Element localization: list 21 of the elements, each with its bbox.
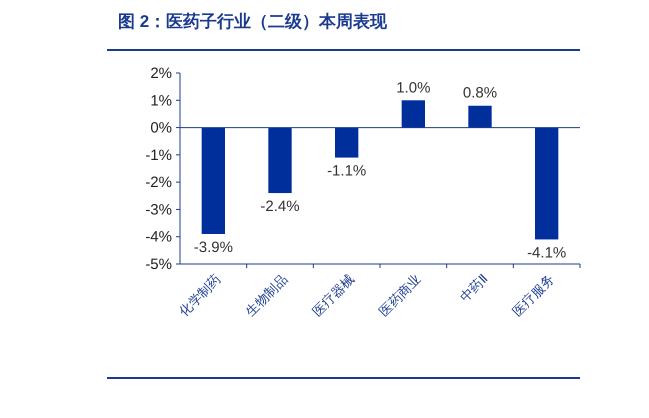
ytick: -1% <box>145 146 172 164</box>
data-label: -4.1% <box>527 244 566 262</box>
xtick: 医疗服务 <box>509 272 557 319</box>
title: 图 2：医药子行业（二级）本周表现 <box>118 12 388 31</box>
ytick: 0% <box>150 120 172 137</box>
xtick: 化学制药 <box>176 272 224 319</box>
ytick: -2% <box>145 174 172 192</box>
data-label: -2.4% <box>260 198 300 216</box>
ytick: -4% <box>145 228 172 246</box>
data-label: 0.8% <box>462 84 498 102</box>
data-label: -1.1% <box>327 162 366 180</box>
data-label: -3.9% <box>194 238 233 256</box>
ytick: -5% <box>145 256 172 273</box>
xtick: 医疗器械 <box>309 272 357 319</box>
data-label: 1.0% <box>396 79 430 96</box>
xtick: 医药商业 <box>376 272 424 319</box>
ytick: -3% <box>145 201 172 218</box>
xtick: 中药Ⅱ <box>456 272 490 305</box>
ytick: 2% <box>150 65 172 82</box>
xtick: 生物制品 <box>242 272 290 319</box>
ytick: 1% <box>150 92 172 110</box>
